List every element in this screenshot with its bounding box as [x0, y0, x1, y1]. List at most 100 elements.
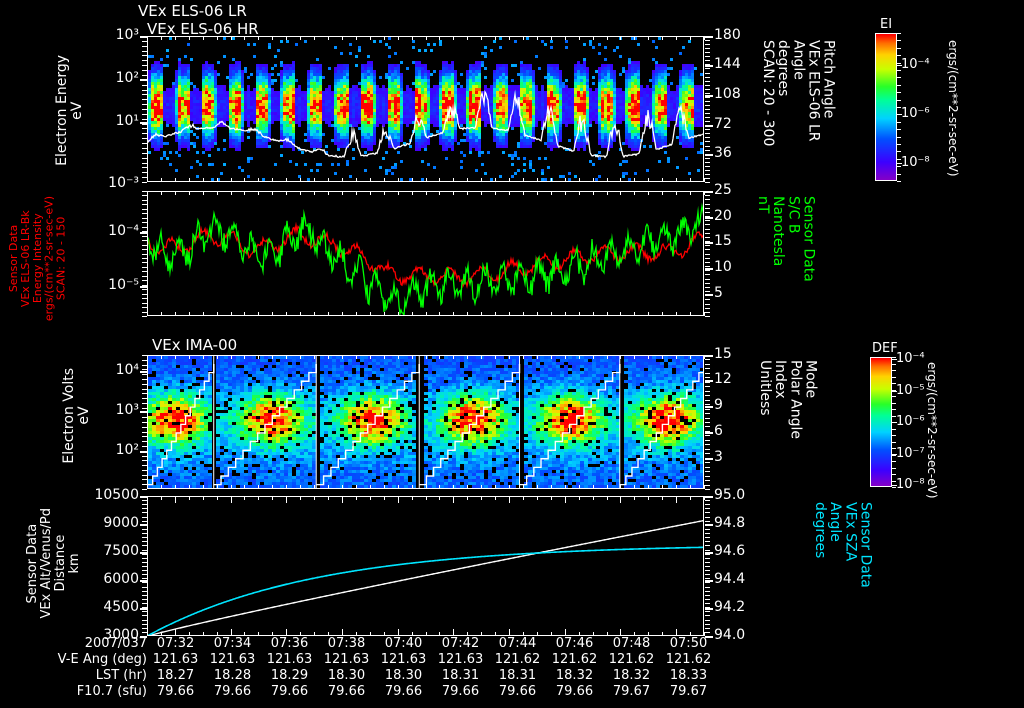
tick-mark — [705, 500, 710, 501]
tick-mark — [705, 444, 710, 445]
tick-mark — [705, 233, 710, 234]
tick-mark — [142, 550, 147, 551]
tick-mark — [705, 578, 710, 579]
tick-mark — [272, 485, 273, 489]
panel3-colorbar-gradient — [870, 357, 892, 487]
panel3-colorbar-units: ergs/(cm**2-sr-sec-eV) — [924, 362, 939, 499]
tick-mark — [705, 109, 710, 110]
tick-mark — [648, 312, 649, 316]
tick-mark — [412, 191, 413, 195]
tick-mark — [147, 485, 148, 489]
panel4-left-tick: 10500 — [94, 487, 139, 503]
tick-mark — [662, 36, 663, 40]
tick-mark — [593, 355, 594, 359]
tick-mark — [142, 441, 147, 442]
tick-mark — [175, 496, 176, 500]
axis-table-cell: 18.32 — [555, 668, 594, 683]
tick-mark — [142, 177, 147, 178]
tick-mark — [705, 566, 710, 567]
tick-mark — [579, 191, 580, 195]
tick-mark — [705, 574, 710, 575]
tick-mark — [140, 451, 147, 453]
tick-mark — [142, 182, 147, 183]
tick-mark — [142, 475, 147, 476]
panel1-title-hr: VEx ELS-06 HR — [147, 20, 259, 38]
tick-mark — [897, 65, 902, 66]
tick-mark — [705, 170, 710, 171]
tick-mark — [705, 287, 710, 288]
tick-mark — [142, 245, 147, 246]
tick-mark — [142, 599, 147, 600]
tick-mark — [607, 632, 608, 636]
tick-mark — [142, 60, 147, 61]
tick-mark — [272, 191, 273, 195]
tick-mark — [356, 355, 357, 359]
tick-mark — [705, 406, 713, 408]
tick-mark — [705, 628, 710, 629]
tick-mark — [342, 632, 343, 636]
tick-mark — [342, 312, 343, 316]
tick-mark — [705, 608, 713, 610]
tick-mark — [634, 312, 635, 316]
tick-mark — [705, 44, 710, 45]
axis-row-lst: LST (hr) 18.27 18.28 18.29 18.30 18.30 18.31 18… — [0, 668, 717, 684]
tick-mark — [300, 178, 301, 182]
tick-mark — [142, 254, 147, 255]
tick-mark — [705, 270, 710, 271]
tick-mark — [453, 496, 454, 500]
tick-mark — [705, 550, 710, 551]
tick-mark — [384, 485, 385, 489]
tick-mark — [705, 508, 710, 509]
tick-mark — [705, 636, 713, 638]
tick-mark — [634, 36, 635, 40]
tick-mark — [892, 481, 896, 482]
tick-mark — [705, 607, 710, 608]
tick-mark — [705, 458, 710, 459]
tick-mark — [897, 137, 901, 138]
tick-mark — [142, 222, 147, 223]
tick-mark — [142, 114, 147, 115]
tick-mark — [342, 178, 343, 182]
tick-mark — [328, 355, 329, 359]
axis-table-cell: 121.63 — [380, 652, 427, 667]
panel4-plot-area — [147, 496, 704, 636]
tick-mark — [286, 178, 287, 182]
tick-mark — [142, 427, 147, 428]
panel4-left-tick: 7500 — [103, 543, 139, 559]
tick-mark — [634, 191, 635, 195]
tick-mark — [705, 570, 710, 571]
axis-table-cell: 121.63 — [209, 652, 256, 667]
tick-mark — [705, 554, 710, 555]
tick-mark — [231, 178, 232, 182]
tick-mark — [705, 174, 710, 175]
tick-mark — [892, 409, 896, 410]
tick-mark — [142, 240, 147, 241]
tick-mark — [370, 312, 371, 316]
tick-mark — [705, 471, 710, 472]
tick-mark — [439, 496, 440, 500]
axis-row-f107: F10.7 (sfu) 79.66 79.66 79.66 79.66 79.66 79.6… — [0, 684, 717, 700]
tick-mark — [142, 143, 147, 144]
tick-mark — [412, 485, 413, 489]
tick-mark — [495, 191, 496, 195]
tick-mark — [453, 312, 454, 316]
tick-mark — [523, 632, 524, 636]
tick-mark — [676, 312, 677, 316]
tick-mark — [897, 70, 901, 71]
tick-mark — [607, 312, 608, 316]
tick-mark — [897, 163, 902, 164]
tick-mark — [142, 529, 147, 530]
tick-mark — [142, 128, 147, 129]
tick-mark — [620, 496, 621, 500]
tick-mark — [314, 485, 315, 489]
tick-mark — [244, 632, 245, 636]
tick-mark — [509, 355, 510, 359]
tick-mark — [648, 355, 649, 359]
tick-mark — [897, 144, 901, 145]
panel1-colorbar-title: EI — [880, 17, 893, 32]
tick-mark — [704, 312, 705, 316]
tick-mark — [551, 632, 552, 636]
tick-mark — [217, 191, 218, 195]
tick-mark — [509, 312, 510, 316]
tick-mark — [705, 295, 710, 296]
